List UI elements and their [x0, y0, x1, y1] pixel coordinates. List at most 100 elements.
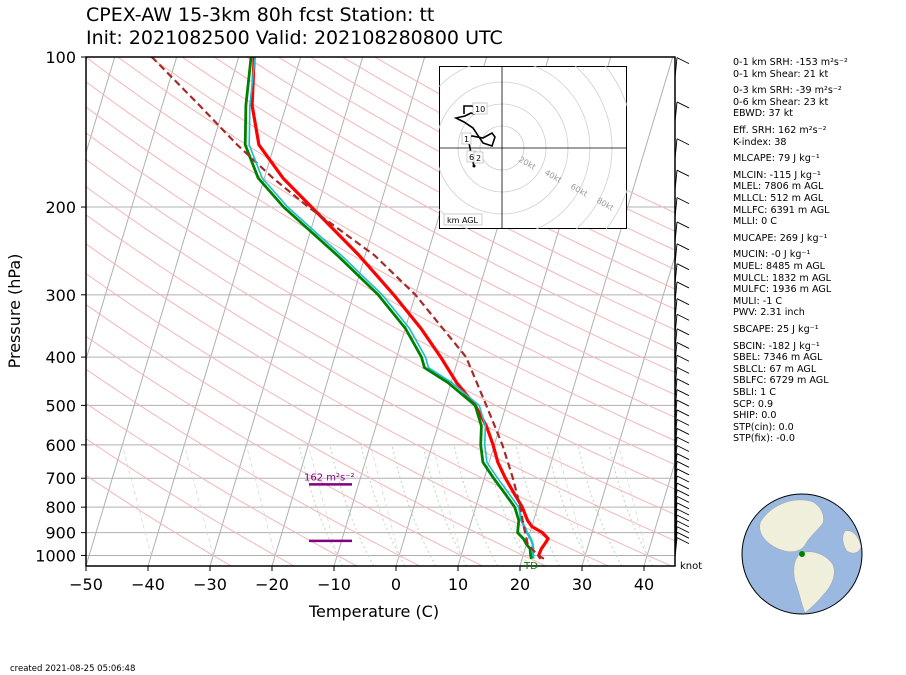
isotherm-gridline [209, 57, 364, 566]
chart-title-line2: Init: 2021082500 Valid: 202108280800 UTC [86, 27, 503, 49]
index-value: SBCIN: -182 J kg⁻¹ [733, 340, 820, 352]
index-value: 0-1 km SRH: -153 m²s⁻² [733, 57, 848, 68]
x-tick-label: 20 [510, 575, 530, 594]
chart-title-line1: CPEX-AW 15-3km 80h fcst Station: tt [86, 4, 435, 26]
srh-marker-label: 162 m²s⁻² [304, 472, 355, 483]
isotherm-gridline [147, 57, 302, 566]
dry-adiabat [86, 335, 483, 566]
index-value: MLCIN: -115 J kg⁻¹ [733, 169, 821, 181]
station-marker [799, 551, 805, 557]
dry-adiabat [86, 402, 358, 566]
y-tick-label: 900 [45, 524, 76, 543]
hodo-height-label: 2 [476, 154, 481, 163]
isotherm-gridline [86, 57, 240, 566]
wind-unit-label: knot [680, 561, 702, 572]
wind-barb [674, 138, 678, 159]
x-axis-label: Temperature (C) [308, 602, 439, 621]
wind-barb [674, 428, 678, 449]
dry-adiabat [278, 57, 675, 270]
index-value: MLLI: 0 C [733, 216, 777, 228]
x-tick-label: 40 [634, 575, 654, 594]
dry-adiabat [149, 57, 675, 352]
isotherm-gridline [581, 254, 675, 566]
wind-barb [674, 514, 678, 536]
index-value: SBLFC: 6729 m AGL [733, 375, 829, 387]
dry-adiabat [117, 57, 675, 373]
y-tick-label: 700 [45, 469, 76, 488]
index-value: MULFC: 1936 m AGL [733, 284, 832, 296]
wind-barb [674, 437, 678, 458]
x-tick-label: 10 [448, 575, 468, 594]
dry-adiabat [86, 273, 609, 566]
y-tick-label: 500 [45, 396, 76, 415]
temperature-profile [250, 57, 550, 560]
dry-adiabat [86, 214, 675, 542]
index-value: SBCAPE: 25 J kg⁻¹ [733, 324, 819, 335]
hodo-height-label: 6 [469, 153, 474, 162]
index-value: STP(cin): 0.0 [733, 421, 794, 433]
dry-adiabat [245, 57, 675, 290]
isotherm-gridline [86, 57, 178, 362]
mixing-ratio-line [431, 444, 462, 556]
wind-barb [674, 520, 678, 541]
y-tick-label: 600 [45, 436, 76, 455]
mixing-ratio-line [121, 444, 152, 556]
index-value: MUEL: 8485 m AGL [733, 261, 826, 272]
dry-adiabat [86, 243, 672, 566]
index-value: MUCAPE: 269 J kg⁻¹ [733, 232, 828, 244]
index-value: MULCL: 1832 m AGL [733, 272, 832, 284]
index-value: 0-3 km SRH: -39 m²s⁻² [733, 85, 842, 97]
dry-adiabat [86, 132, 675, 466]
wind-barb [674, 537, 678, 558]
x-tick-label: −10 [317, 575, 351, 594]
wind-barb [674, 496, 678, 517]
mixing-ratio-line [183, 444, 214, 556]
dry-adiabat [86, 57, 675, 396]
wind-barb [674, 482, 678, 504]
wind-barb [674, 263, 678, 284]
africa-land [842, 530, 862, 554]
moist-adiabat [422, 444, 468, 566]
wind-barb [674, 399, 678, 421]
wind-barb [674, 419, 678, 440]
wind-barb [674, 445, 678, 466]
index-value: EBWD: 37 kt [733, 108, 794, 120]
index-value: MLLCL: 512 m AGL [733, 193, 824, 204]
x-tick-label: −20 [255, 575, 289, 594]
hodo-height-label: 1 [464, 135, 469, 144]
index-value: SCP: 0.9 [733, 398, 774, 410]
hodo-height-label: 10 [475, 105, 485, 114]
y-tick-label: 1000 [35, 546, 76, 565]
x-tick-label: 30 [572, 575, 592, 594]
hodo-corner-label: km AGL [447, 216, 479, 225]
north-america-land [759, 499, 824, 552]
y-tick-label: 100 [45, 48, 76, 67]
isotherm-gridline [86, 57, 116, 155]
hodograph-inset: 20kt 40kt 60kt 80kt 10 1 6 2 km AGL [439, 66, 627, 229]
wind-barb [674, 508, 678, 530]
index-value: K-index: 38 [733, 136, 787, 148]
index-value: SBLI: 1 C [733, 387, 776, 398]
wind-barb [674, 57, 678, 78]
wind-barb [674, 461, 678, 482]
dry-adiabat [86, 106, 675, 442]
wind-barb [674, 526, 678, 547]
wind-barb [674, 243, 678, 264]
x-tick-label: 0 [391, 575, 401, 594]
parcel-profile [151, 57, 545, 560]
created-timestamp: created 2021-08-25 05:06:48 [10, 664, 136, 674]
index-value: Eff. SRH: 162 m²s⁻² [733, 125, 827, 136]
mixing-ratio-line [245, 444, 276, 556]
x-tick-label: −30 [193, 575, 227, 594]
wind-barb [674, 475, 678, 497]
wind-barb [674, 298, 678, 319]
index-value: SBLCL: 67 m AGL [733, 363, 817, 375]
y-tick-label: 300 [45, 286, 76, 305]
south-america-land [793, 551, 835, 614]
mixing-ratio-line [369, 444, 400, 556]
wind-barb [674, 314, 678, 335]
dewpoint-profile [243, 57, 533, 560]
x-tick-label: −50 [69, 575, 103, 594]
dry-adiabat [86, 368, 421, 566]
